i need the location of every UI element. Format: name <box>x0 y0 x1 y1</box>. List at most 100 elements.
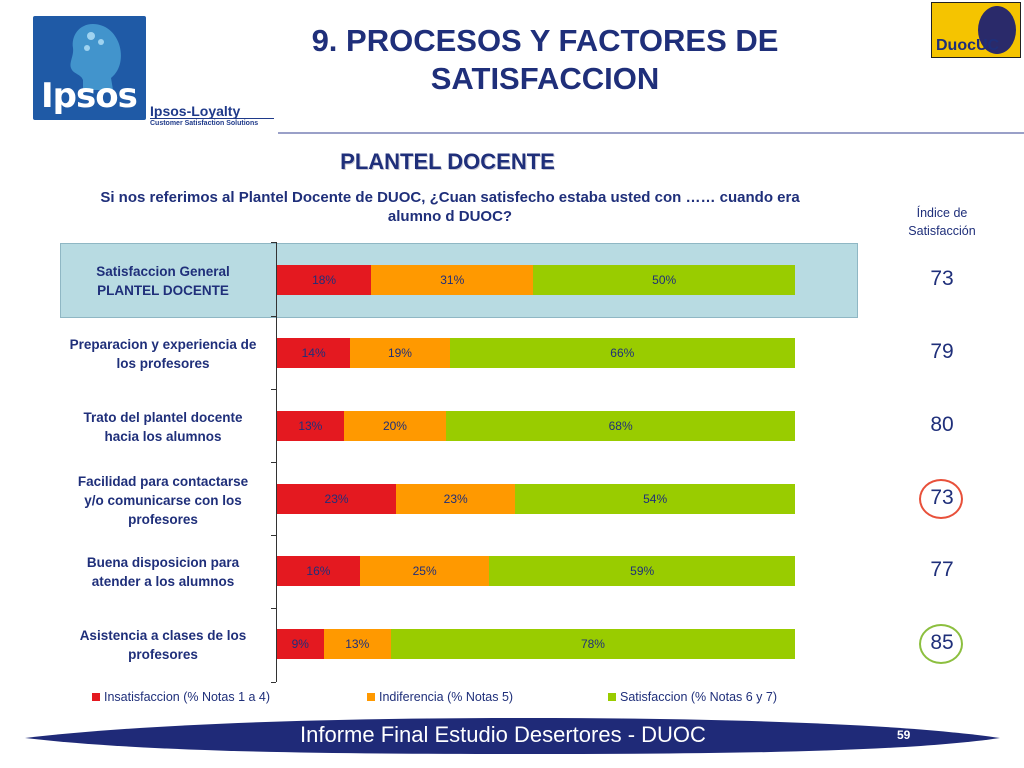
title-line-1: 9. PROCESOS Y FACTORES DE <box>311 23 779 58</box>
bar-segment-green: 68% <box>446 411 795 441</box>
axis-tick <box>271 462 276 463</box>
bar-row: 18% 31% 50% <box>277 265 795 295</box>
satisfaction-index-value: 80 <box>930 413 954 436</box>
data-label: 14% <box>301 346 326 360</box>
category-label-line: Preparacion y experiencia de <box>69 337 257 352</box>
bar-segment-orange: 20% <box>343 411 447 441</box>
category-label: Buena disposicion para atender a los alum… <box>58 553 268 591</box>
legend-swatch-green <box>608 693 616 701</box>
satisfaction-index-value: 79 <box>930 340 954 363</box>
title-divider <box>278 132 1024 134</box>
category-label-line: Asistencia a clases de los <box>79 628 247 643</box>
data-label: 9% <box>291 637 309 651</box>
data-label: 66% <box>610 346 635 360</box>
index-highlight-ring <box>919 624 963 664</box>
bar-row: 16% 25% 59% <box>277 556 795 586</box>
bar-segment-green: 59% <box>489 556 795 586</box>
bar-row: 13% 20% 68% <box>277 411 795 441</box>
data-label: 54% <box>643 492 668 506</box>
category-label-line: profesores <box>128 511 198 527</box>
category-label-line: Facilidad para contactarse <box>77 473 249 489</box>
bar-segment-red: 14% <box>277 338 351 368</box>
category-label-line: Satisfaccion General <box>96 264 230 279</box>
legend-item-insatisfaccion: Insatisfaccion (% Notas 1 a 4) <box>92 690 270 704</box>
page-number: 59 <box>897 728 911 742</box>
duoc-logo: DuocUC <box>931 2 1021 58</box>
ipsos-wordmark: Ipsos <box>41 76 138 116</box>
data-label: 13% <box>298 419 323 433</box>
bar-segment-green: 66% <box>449 338 795 368</box>
category-label: Satisfaccion General PLANTEL DOCENTE <box>58 262 268 300</box>
data-label: 31% <box>440 273 465 287</box>
data-label: 19% <box>387 346 412 360</box>
footer-swoosh-shape <box>25 718 1000 754</box>
satisfaction-index-value: 73 <box>930 267 954 290</box>
category-label-line: los profesores <box>116 356 210 371</box>
crest-icon <box>978 6 1016 54</box>
legend-swatch-orange <box>367 693 375 701</box>
data-label: 50% <box>652 273 677 287</box>
ipsos-logo: Ipsos <box>33 16 146 120</box>
head-silhouette-icon <box>70 24 121 90</box>
bar-segment-orange: 13% <box>323 629 391 659</box>
data-label: 16% <box>306 564 331 578</box>
index-header-line-1: Índice de <box>916 206 968 220</box>
legend-label: Indiferencia (% Notas 5) <box>379 690 514 704</box>
bar-row: 23% 23% 54% <box>277 484 795 514</box>
question-line-1: Si nos referimos al Plantel Docente de D… <box>100 189 800 206</box>
legend-label: Insatisfaccion (% Notas 1 a 4) <box>104 690 271 704</box>
legend-label: Satisfaccion (% Notas 6 y 7) <box>620 690 778 704</box>
bar-row: 9% 13% 78% <box>277 629 795 659</box>
axis-tick <box>271 242 276 243</box>
bar-segment-orange: 25% <box>359 556 490 586</box>
legend-swatch-red <box>92 693 100 701</box>
data-label: 23% <box>324 492 349 506</box>
legend-item-satisfaccion: Satisfaccion (% Notas 6 y 7) <box>608 690 777 704</box>
bar-segment-red: 16% <box>277 556 360 586</box>
title-line-2: SATISFACCION <box>430 61 660 96</box>
bar-segment-green: 50% <box>533 265 795 295</box>
category-label: Preparacion y experiencia de los profesor… <box>58 335 268 373</box>
bar-segment-orange: 23% <box>396 484 516 514</box>
index-header: Índice de Satisfacción <box>892 204 992 240</box>
ipsos-tagline: Customer Satisfaction Solutions <box>150 118 274 127</box>
question-line-2: alumno d DUOC? <box>387 208 513 225</box>
data-label: 23% <box>443 492 468 506</box>
category-label-line: profesores <box>128 647 198 662</box>
bar-row: 14% 19% 66% <box>277 338 795 368</box>
data-label: 59% <box>630 564 655 578</box>
category-label-line: Buena disposicion para <box>86 555 240 570</box>
legend-item-indiferencia: Indiferencia (% Notas 5) <box>367 690 513 704</box>
index-highlight-ring <box>919 479 963 519</box>
axis-tick <box>271 682 276 683</box>
category-label-line: atender a los alumnos <box>91 574 235 589</box>
category-label-line: Trato del plantel docente <box>83 410 243 425</box>
section-subtitle: PLANTEL DOCENTE <box>340 149 555 174</box>
category-label: Trato del plantel docente hacia los alumn… <box>58 408 268 446</box>
category-label-line: PLANTEL DOCENTE <box>97 283 229 298</box>
axis-tick <box>271 608 276 609</box>
page-title: 9. PROCESOS Y FACTORES DE SATISFACCION <box>250 22 840 98</box>
axis-tick <box>271 535 276 536</box>
category-axis <box>276 242 277 682</box>
bar-segment-orange: 19% <box>350 338 450 368</box>
bar-segment-orange: 31% <box>371 265 534 295</box>
bar-segment-red: 13% <box>277 411 344 441</box>
bar-segment-red: 18% <box>277 265 372 295</box>
bar-segment-green: 78% <box>390 629 795 659</box>
category-label-line: y/o comunicarse con los <box>84 492 242 508</box>
index-header-line-2: Satisfacción <box>908 224 976 238</box>
duoc-wordmark: DuocUC <box>936 37 1000 54</box>
satisfaction-index-value: 77 <box>930 558 954 581</box>
data-label: 78% <box>580 637 605 651</box>
category-label: Facilidad para contactarse y/o comunicars… <box>58 472 268 529</box>
axis-tick <box>271 389 276 390</box>
category-label: Asistencia a clases de los profesores <box>58 626 268 664</box>
data-label: 18% <box>312 273 337 287</box>
data-label: 13% <box>345 637 370 651</box>
bar-segment-red: 23% <box>277 484 397 514</box>
category-label-line: hacia los alumnos <box>104 429 222 444</box>
axis-tick <box>271 316 276 317</box>
ipsos-loyalty-label: Ipsos-Loyalty <box>150 103 241 119</box>
bar-segment-red: 9% <box>277 629 324 659</box>
